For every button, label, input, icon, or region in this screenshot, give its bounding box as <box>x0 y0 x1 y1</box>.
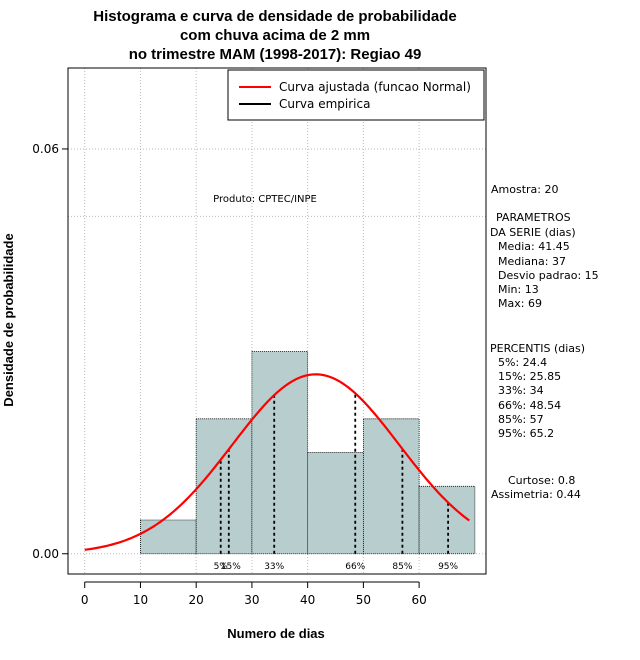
percentile-lines: 5%15% 33% 66% 85% 95% <box>214 393 459 572</box>
chart-title-line-1: Histograma e curva de densidade de proba… <box>93 8 456 25</box>
percentile-95: 95%: 65.2 <box>498 427 554 440</box>
chart-title-line-3: no trimestre MAM (1998-2017): Regiao 49 <box>129 46 422 63</box>
params-title-2: DA SERIE (dias) <box>490 226 576 239</box>
legend-box <box>227 69 485 121</box>
percentile-15: 15%: 25.85 <box>498 370 561 383</box>
histogram-bar <box>140 519 197 555</box>
histogram-bar <box>362 418 420 555</box>
x-axis-label: Numero de dias <box>227 626 325 641</box>
percentile-label: 15% <box>221 562 241 572</box>
x-tick-label: 30 <box>244 593 259 607</box>
percentile-66: 66%: 48.54 <box>498 399 561 412</box>
skewness: Assimetria: 0.44 <box>491 488 581 501</box>
normal-curve-layer <box>84 373 470 551</box>
x-tick-label: 40 <box>300 593 315 607</box>
percentile-label: 95% <box>438 562 458 572</box>
percentis-title: PERCENTIS (dias) <box>490 342 585 355</box>
histogram-bar <box>418 485 476 555</box>
legend-label-empirical: Curva empirica <box>279 97 370 111</box>
statistics-panel: Amostra: 20 PARAMETROS DA SERIE (dias) M… <box>490 183 599 501</box>
percentile-33: 33%: 34 <box>498 384 544 397</box>
x-tick-label: 10 <box>133 593 148 607</box>
percentile-label: 66% <box>345 562 365 572</box>
sample-size: Amostra: 20 <box>491 183 558 196</box>
percentile-5: 5%: 24.4 <box>498 356 547 369</box>
histogram-bar <box>195 418 253 555</box>
histogram-bar <box>307 452 364 555</box>
y-tick-label: 0.06 <box>32 142 59 156</box>
stat-mean: Media: 41.45 <box>498 240 570 253</box>
percentile-label: 33% <box>264 562 284 572</box>
axes: 0 10 20 30 40 50 60 0.00 0.06 <box>32 142 426 607</box>
percentile-label: 85% <box>392 562 412 572</box>
histogram-bars <box>140 350 476 555</box>
stat-max: Max: 69 <box>498 297 542 310</box>
kurtosis: Curtose: 0.8 <box>508 474 575 487</box>
x-tick-label: 0 <box>81 593 89 607</box>
x-tick-label: 20 <box>189 593 204 607</box>
histogram-bar <box>251 350 309 555</box>
plot-frame <box>67 67 487 575</box>
x-tick-label: 50 <box>356 593 371 607</box>
percentile-label: 5% <box>214 562 229 572</box>
stat-median: Mediana: 37 <box>498 255 566 268</box>
y-tick-label: 0.00 <box>32 547 59 561</box>
normal-curve <box>84 373 470 551</box>
stat-sd: Desvio padrao: 15 <box>498 269 599 282</box>
x-tick-label: 60 <box>411 593 426 607</box>
product-annotation: Produto: CPTEC/INPE <box>213 194 317 205</box>
stat-min: Min: 13 <box>498 283 539 296</box>
legend: Curva ajustada (funcao Normal) Curva emp… <box>227 69 485 121</box>
chart-title-line-2: com chuva acima de 2 mm <box>180 27 370 44</box>
percentile-85: 85%: 57 <box>498 413 544 426</box>
y-axis-label: Densidade de probabilidade <box>1 233 16 406</box>
legend-label-normal: Curva ajustada (funcao Normal) <box>279 80 471 94</box>
params-title-1: PARAMETROS <box>496 211 571 224</box>
